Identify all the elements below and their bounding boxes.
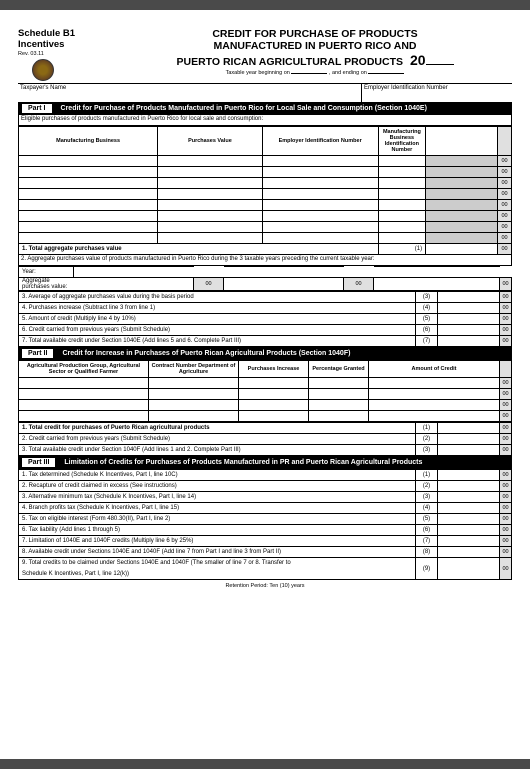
part2-label: Part II: [21, 348, 54, 359]
part1-label: Part I: [21, 103, 53, 114]
table-row[interactable]: 00: [19, 167, 512, 178]
table-row[interactable]: 00: [19, 200, 512, 211]
part3-bar: Part III Limitation of Credits for Purch…: [18, 456, 512, 469]
table-row[interactable]: 00: [19, 189, 512, 200]
seal-icon: [32, 59, 54, 81]
part2-bar: Part II Credit for Increase in Purchases…: [18, 347, 512, 360]
header-left: Schedule B1 Incentives Rev. 03.11: [18, 28, 118, 81]
year-blank[interactable]: [426, 54, 454, 65]
table-row[interactable]: 00: [19, 378, 512, 389]
year-prefix: 20: [410, 52, 426, 68]
part1-bar: Part I Credit for Purchase of Products M…: [18, 102, 512, 115]
table-row[interactable]: 00: [19, 233, 512, 244]
form-page: Schedule B1 Incentives Rev. 03.11 CREDIT…: [0, 10, 530, 759]
part2-header-row: Agricultural Production Group, Agricultu…: [19, 361, 512, 378]
part2-table: Agricultural Production Group, Agricultu…: [18, 360, 512, 422]
part1-eligible: Eligible purchases of products manufactu…: [18, 115, 512, 126]
taxpayer-name-label[interactable]: Taxpayer's Name: [18, 84, 362, 102]
ein-label[interactable]: Employer Identification Number: [362, 84, 512, 102]
table-row[interactable]: 00: [19, 400, 512, 411]
header-center: CREDIT FOR PURCHASE OF PRODUCTS MANUFACT…: [118, 28, 512, 76]
form-header: Schedule B1 Incentives Rev. 03.11 CREDIT…: [18, 28, 512, 81]
schedule-title: Schedule B1 Incentives: [18, 28, 118, 50]
table-row[interactable]: 00: [19, 211, 512, 222]
taxable-year-line: Taxable year beginning on , and ending o…: [118, 70, 512, 76]
part1-title: Credit for Purchase of Products Manufact…: [53, 105, 427, 112]
part2-title: Credit for Increase in Purchases of Puer…: [54, 350, 350, 357]
p1-line2: 2. Aggregate purchases value of products…: [18, 255, 512, 266]
agg-row: Aggregate purchases value: 00 00 00: [19, 278, 512, 291]
p1-col4: Manufacturing Business Identification Nu…: [378, 127, 425, 156]
part1-table: Manufacturing Business Purchases Value E…: [18, 126, 512, 255]
table-row[interactable]: 00: [19, 222, 512, 233]
taxpayer-row: Taxpayer's Name Employer Identification …: [18, 83, 512, 102]
p2-lines-table: 1. Total credit for purchases of Puerto …: [18, 422, 512, 456]
year-row: Year:: [19, 267, 512, 278]
p3-lines-table: 1. Tax determined (Schedule K Incentives…: [18, 469, 512, 580]
form-title: CREDIT FOR PURCHASE OF PRODUCTS MANUFACT…: [118, 28, 512, 68]
p1-col2: Purchases Value: [158, 127, 262, 156]
table-row[interactable]: 00: [19, 411, 512, 422]
p1-year-table: Year: Aggregate purchases value: 00 00 0…: [18, 266, 512, 291]
part1-header-row: Manufacturing Business Purchases Value E…: [19, 127, 512, 156]
table-row[interactable]: 00: [19, 178, 512, 189]
revision: Rev. 03.11: [18, 51, 118, 57]
p1-line1: 1. Total aggregate purchases value (1) 0…: [19, 244, 512, 255]
part3-title: Limitation of Credits for Purchases of P…: [56, 459, 422, 466]
p1-lines-table: 3. Average of aggregate purchases value …: [18, 291, 512, 347]
table-row[interactable]: 00: [19, 389, 512, 400]
retention-footer: Retention Period: Ten (10) years: [18, 583, 512, 589]
table-row[interactable]: 00: [19, 156, 512, 167]
p1-col1: Manufacturing Business: [19, 127, 158, 156]
p1-col3: Employer Identification Number: [262, 127, 378, 156]
part3-label: Part III: [21, 457, 56, 468]
